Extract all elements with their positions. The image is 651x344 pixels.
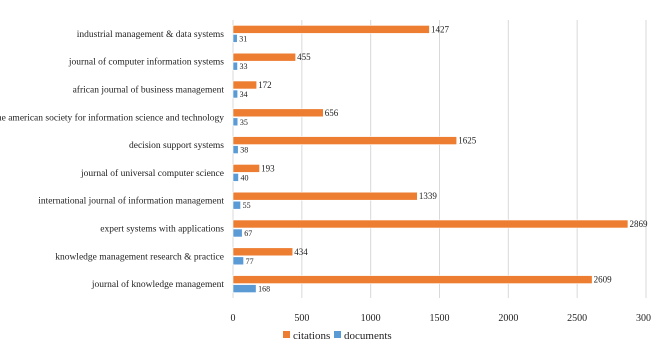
category-label: decision support systems <box>129 141 224 151</box>
labels: 0 500 1000 1500 2000 2500 3000 1427 31 industrial… <box>0 24 651 324</box>
x-tick-label: 500 <box>294 313 309 324</box>
legend: citations documents <box>283 330 392 342</box>
bar-documents <box>232 34 238 43</box>
data-label-documents: 34 <box>240 90 248 99</box>
category-label: journal of knowledge management <box>91 279 225 290</box>
bar-documents <box>232 117 239 127</box>
data-label-documents: 35 <box>240 118 248 127</box>
bars <box>232 25 629 293</box>
category-label: african journal of business management <box>73 85 225 96</box>
bar-citations <box>232 164 260 173</box>
category-label: international journal of information man… <box>38 196 224 207</box>
data-label-documents: 168 <box>258 285 270 294</box>
x-tick-label: 2500 <box>567 313 587 324</box>
category-label: knowledge management research & practice <box>55 252 224 262</box>
data-label-citations: 2609 <box>594 275 613 285</box>
data-label-citations: 2869 <box>629 219 648 229</box>
category-label: journal of computer information systems <box>68 57 224 68</box>
bar-documents <box>232 284 257 293</box>
data-label-citations: 1427 <box>431 24 450 34</box>
data-label-citations: 656 <box>325 108 339 118</box>
data-label-documents: 38 <box>240 146 248 155</box>
data-label-citations: 455 <box>297 52 311 62</box>
bar-documents <box>232 228 243 238</box>
category-label: expert systems with applications <box>100 225 224 235</box>
bar-citations <box>232 108 324 118</box>
data-label-documents: 55 <box>243 201 251 210</box>
legend-label-documents: documents <box>344 330 392 342</box>
bar-documents <box>232 200 241 210</box>
x-tick-label: 1500 <box>430 313 450 324</box>
bar-citations <box>232 219 629 229</box>
bar-citations <box>232 25 430 34</box>
legend-label-citations: citations <box>293 330 330 342</box>
bar-citations <box>232 191 418 201</box>
bar-citations <box>232 136 458 145</box>
data-label-citations: 434 <box>294 247 308 257</box>
data-label-documents: 40 <box>241 173 249 182</box>
bar-citations <box>232 275 593 284</box>
data-label-citations: 172 <box>258 80 272 90</box>
bar-citations <box>232 247 294 257</box>
data-label-citations: 1339 <box>419 191 438 201</box>
x-tick-label: 2000 <box>498 313 518 324</box>
data-label-documents: 33 <box>240 62 248 71</box>
bar-documents <box>232 145 239 154</box>
bar-documents <box>232 61 238 71</box>
legend-swatch-citations <box>283 331 290 338</box>
data-label-citations: 193 <box>261 163 275 173</box>
x-tick-label: 0 <box>231 313 236 324</box>
bar-citations <box>232 80 257 90</box>
bar-documents <box>232 89 238 99</box>
data-label-citations: 1625 <box>458 136 477 146</box>
bar-citations <box>232 52 296 62</box>
x-tick-label: 1000 <box>361 313 381 324</box>
bar-documents <box>232 256 244 266</box>
x-tick-label: 3000 <box>636 313 651 324</box>
category-label: journal of the american society for info… <box>0 112 224 123</box>
legend-swatch-documents <box>334 331 341 338</box>
category-label: journal of universal computer science <box>80 168 224 179</box>
grid-lines <box>232 20 647 298</box>
bar-documents <box>232 173 239 182</box>
data-label-documents: 31 <box>239 34 247 43</box>
data-label-documents: 77 <box>246 257 254 266</box>
data-label-documents: 67 <box>244 229 252 238</box>
category-label: industrial management & data systems <box>77 30 225 40</box>
